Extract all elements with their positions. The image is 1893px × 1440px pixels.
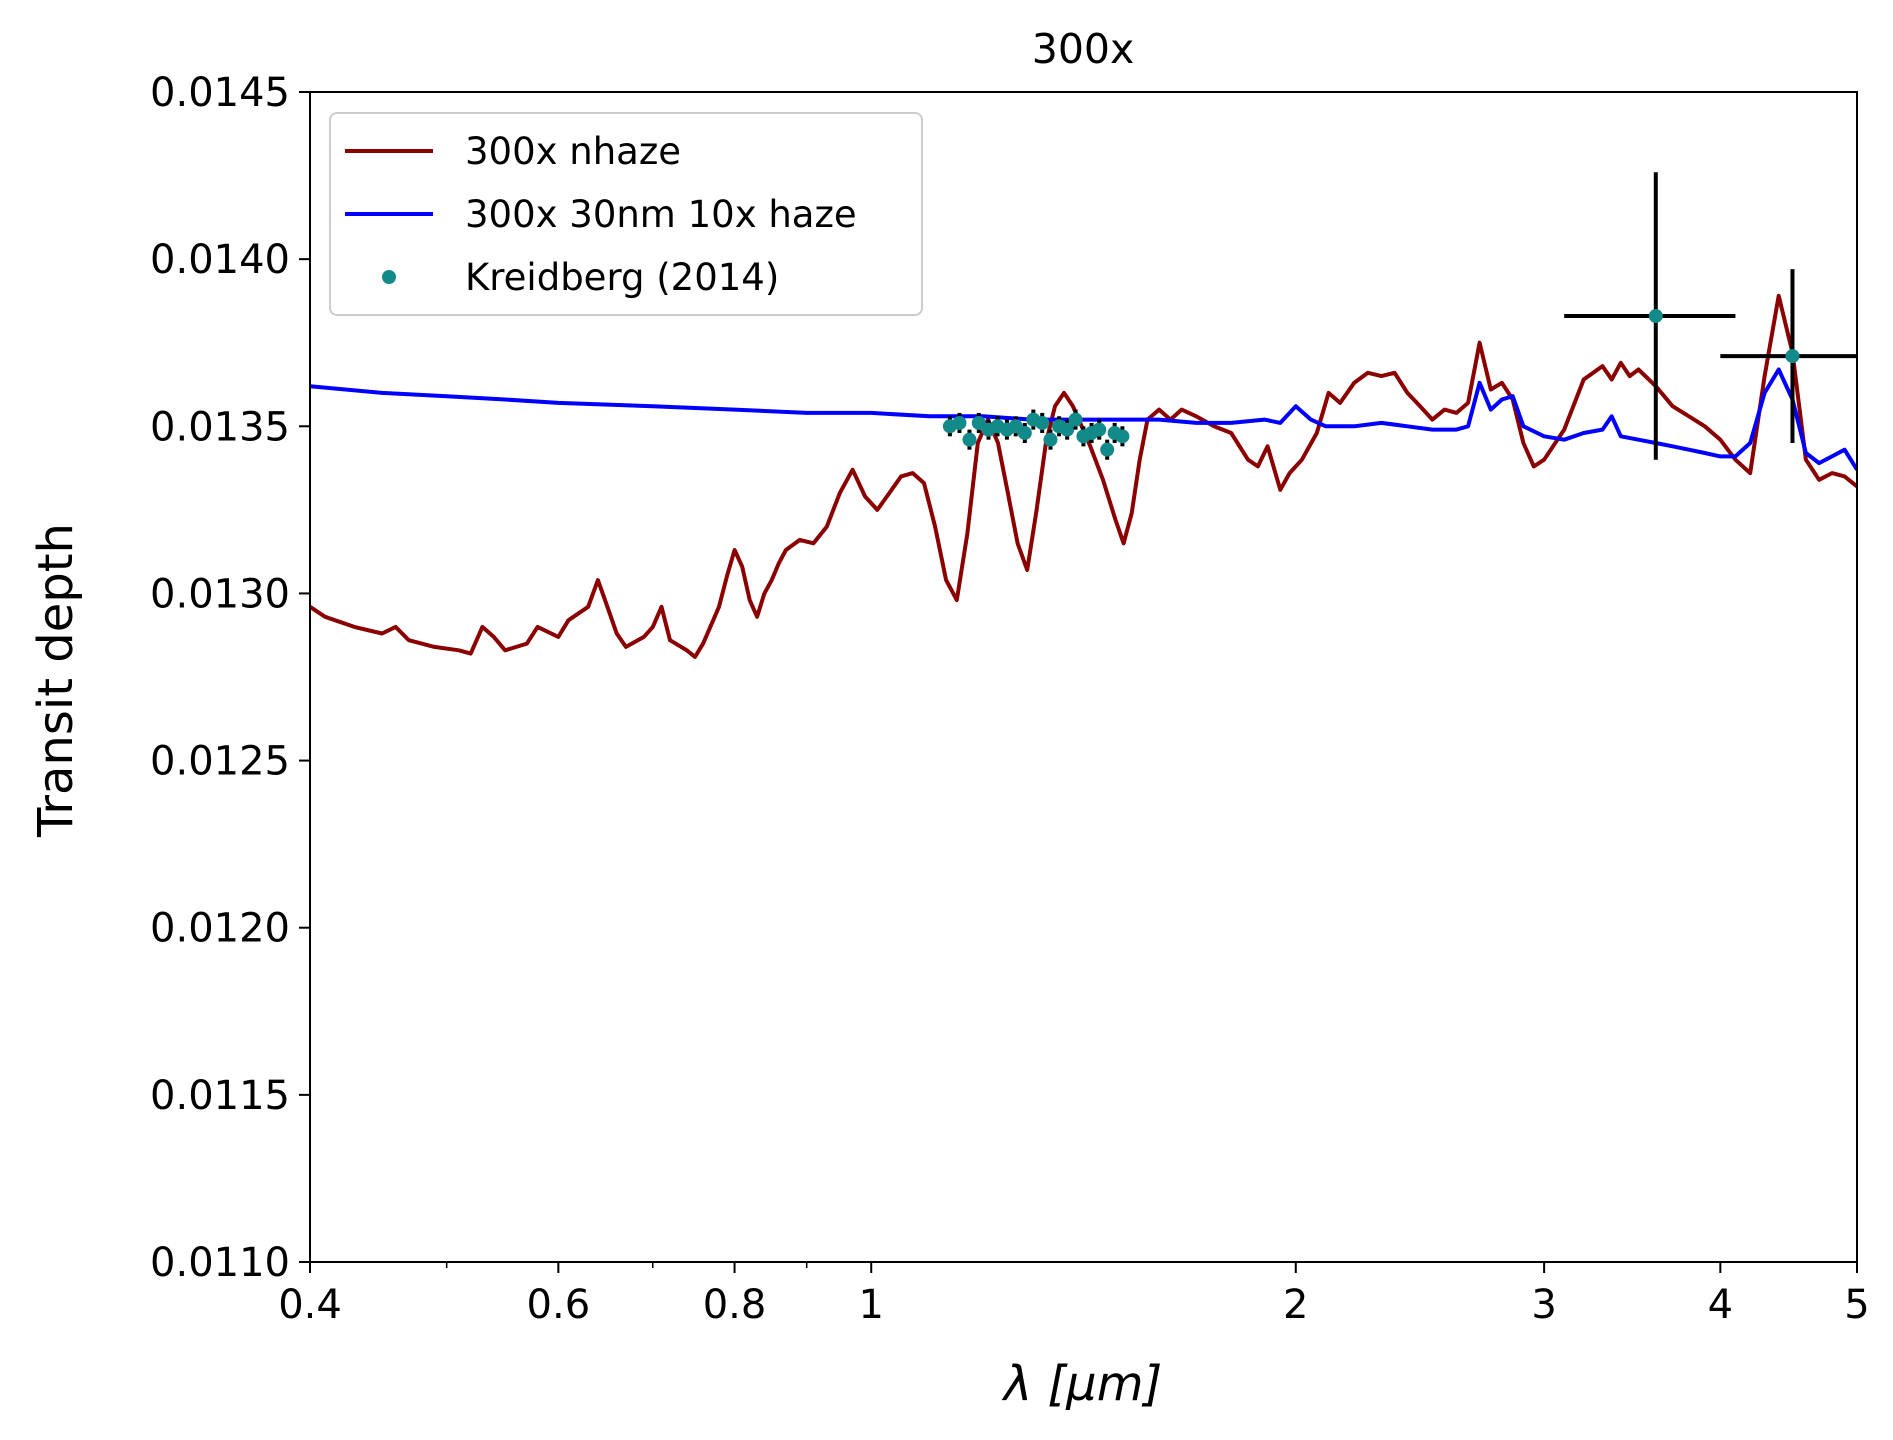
y-tick-label-6: 0.0135 — [150, 404, 290, 450]
data-point-15 — [1068, 409, 1083, 430]
chart-title: 300x — [1032, 25, 1135, 73]
legend-label-2: 300x 30nm 10x haze — [465, 193, 857, 236]
data-point-3 — [962, 429, 977, 450]
x-tick-label-5: 2 — [1283, 1282, 1308, 1328]
legend-label-1: 300x nhaze — [465, 130, 681, 173]
data-point-2 — [952, 412, 967, 433]
x-tick-label-8: 5 — [1844, 1282, 1869, 1328]
data-point-21 — [1115, 426, 1130, 447]
plot-area — [310, 172, 1857, 659]
y-tick-label-3: 0.0120 — [150, 906, 290, 952]
y-tick-label-5: 0.0130 — [150, 571, 290, 617]
data-marker-9 — [1017, 425, 1032, 440]
legend-label-3: Kreidberg (2014) — [465, 256, 779, 299]
x-tick-label-6: 3 — [1531, 1282, 1556, 1328]
series-line-2 — [310, 367, 1857, 471]
plot-clipped-area — [310, 172, 1857, 659]
data-point-14 — [1060, 419, 1075, 440]
y-axis-ticks: 0.0110 0.0115 0.0120 0.0125 0.0130 0.0135 0.01… — [150, 70, 310, 1286]
data-marker-11 — [1035, 415, 1050, 430]
data-marker-14 — [1060, 422, 1075, 437]
data-marker-2 — [952, 415, 967, 430]
data-marker-22 — [1648, 308, 1663, 323]
data-point-9 — [1017, 422, 1032, 443]
legend-box — [329, 112, 923, 316]
x-tick-label-7: 4 — [1708, 1282, 1733, 1328]
x-axis-ticks: 0.4 0.6 0.8 1 2 3 4 5 — [278, 1262, 1870, 1328]
data-marker-15 — [1068, 412, 1083, 427]
data-marker-19 — [1100, 442, 1115, 457]
axes-frame — [309, 91, 1858, 1263]
y-tick-label-4: 0.0125 — [150, 739, 290, 785]
x-tick-label-3: 0.8 — [703, 1282, 767, 1328]
y-tick-label-8: 0.0145 — [150, 70, 290, 116]
data-point-23 — [1720, 269, 1857, 443]
data-point-19 — [1100, 439, 1115, 460]
data-marker-21 — [1115, 429, 1130, 444]
x-axis-label: λ [μm] — [1001, 1356, 1162, 1412]
data-marker-12 — [1043, 432, 1058, 447]
data-marker-18 — [1092, 422, 1107, 437]
data-point-18 — [1092, 419, 1107, 440]
data-point-11 — [1035, 412, 1050, 433]
axes-frame-rect — [309, 91, 1858, 1263]
series-line-1 — [310, 293, 1857, 659]
data-marker-3 — [962, 432, 977, 447]
y-tick-label-1: 0.0110 — [150, 1240, 290, 1286]
y-tick-label-7: 0.0140 — [150, 237, 290, 283]
legend-swatch-3 — [382, 270, 396, 284]
x-tick-label-4: 1 — [858, 1282, 883, 1328]
y-axis-label: Transit depth — [28, 523, 84, 838]
y-tick-label-2: 0.0115 — [150, 1073, 290, 1119]
data-point-12 — [1043, 429, 1058, 450]
data-point-22 — [1564, 172, 1736, 460]
x-tick-label-1: 0.4 — [278, 1282, 342, 1328]
chart-legend: 300x nhaze 300x 30nm 10x haze Kreidberg (2… — [329, 112, 923, 316]
x-tick-label-2: 0.6 — [527, 1282, 591, 1328]
data-marker-23 — [1785, 349, 1800, 364]
